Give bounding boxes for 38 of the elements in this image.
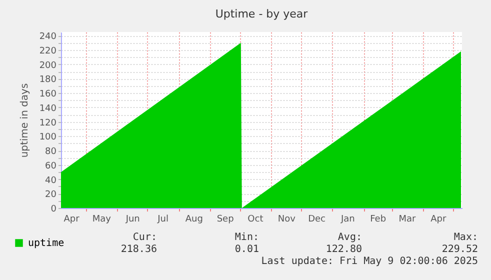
x-tick-label: Sep xyxy=(216,214,234,224)
x-tick-label: May xyxy=(92,214,112,224)
text: Max: xyxy=(454,232,478,243)
text: Avg: xyxy=(338,232,362,243)
y-tick-label: 140 xyxy=(39,104,57,114)
y-tick-label: 180 xyxy=(39,75,57,86)
y-tick-label: 40 xyxy=(45,176,57,186)
y-tick-label: 100 xyxy=(39,132,57,143)
y-tick-label: 220 xyxy=(39,46,57,56)
legend-label: uptime xyxy=(28,238,64,249)
text: Min: xyxy=(234,232,259,243)
x-tick-label: Apr xyxy=(64,214,80,224)
text: 0.01 xyxy=(234,244,259,255)
y-tick-label: 200 xyxy=(39,60,57,71)
y-tick-label: 240 xyxy=(39,32,57,42)
x-tick-label: Jul xyxy=(156,214,168,224)
text: Last update: Fri May 9 02:00:06 2025 xyxy=(261,256,478,267)
y-tick-label: 160 xyxy=(39,90,57,100)
x-tick-label: Aug xyxy=(185,214,203,224)
y-tick-label: 20 xyxy=(45,190,57,200)
x-tick-label: Oct xyxy=(248,214,264,224)
chart-title: Uptime - by year xyxy=(215,8,308,21)
y-axis-title: uptime in days xyxy=(19,83,30,158)
x-tick-label: Mar xyxy=(398,214,416,224)
text: Cur: xyxy=(132,232,157,243)
y-tick-label: 60 xyxy=(45,161,57,172)
x-tick-label: Jun xyxy=(124,214,140,224)
text: 229.52 xyxy=(442,244,478,255)
x-tick-label: Nov xyxy=(278,214,296,224)
text: 122.80 xyxy=(326,244,362,255)
y-tick-label: 0 xyxy=(50,204,57,214)
x-tick-label: Feb xyxy=(370,214,386,224)
x-tick-label: Jan xyxy=(340,214,355,224)
x-tick-label: Apr xyxy=(430,214,446,224)
y-tick-label: 120 xyxy=(39,118,57,128)
x-tick-label: Dec xyxy=(308,214,326,224)
text: 218.36 xyxy=(120,244,157,255)
y-tick-label: 80 xyxy=(45,147,57,158)
